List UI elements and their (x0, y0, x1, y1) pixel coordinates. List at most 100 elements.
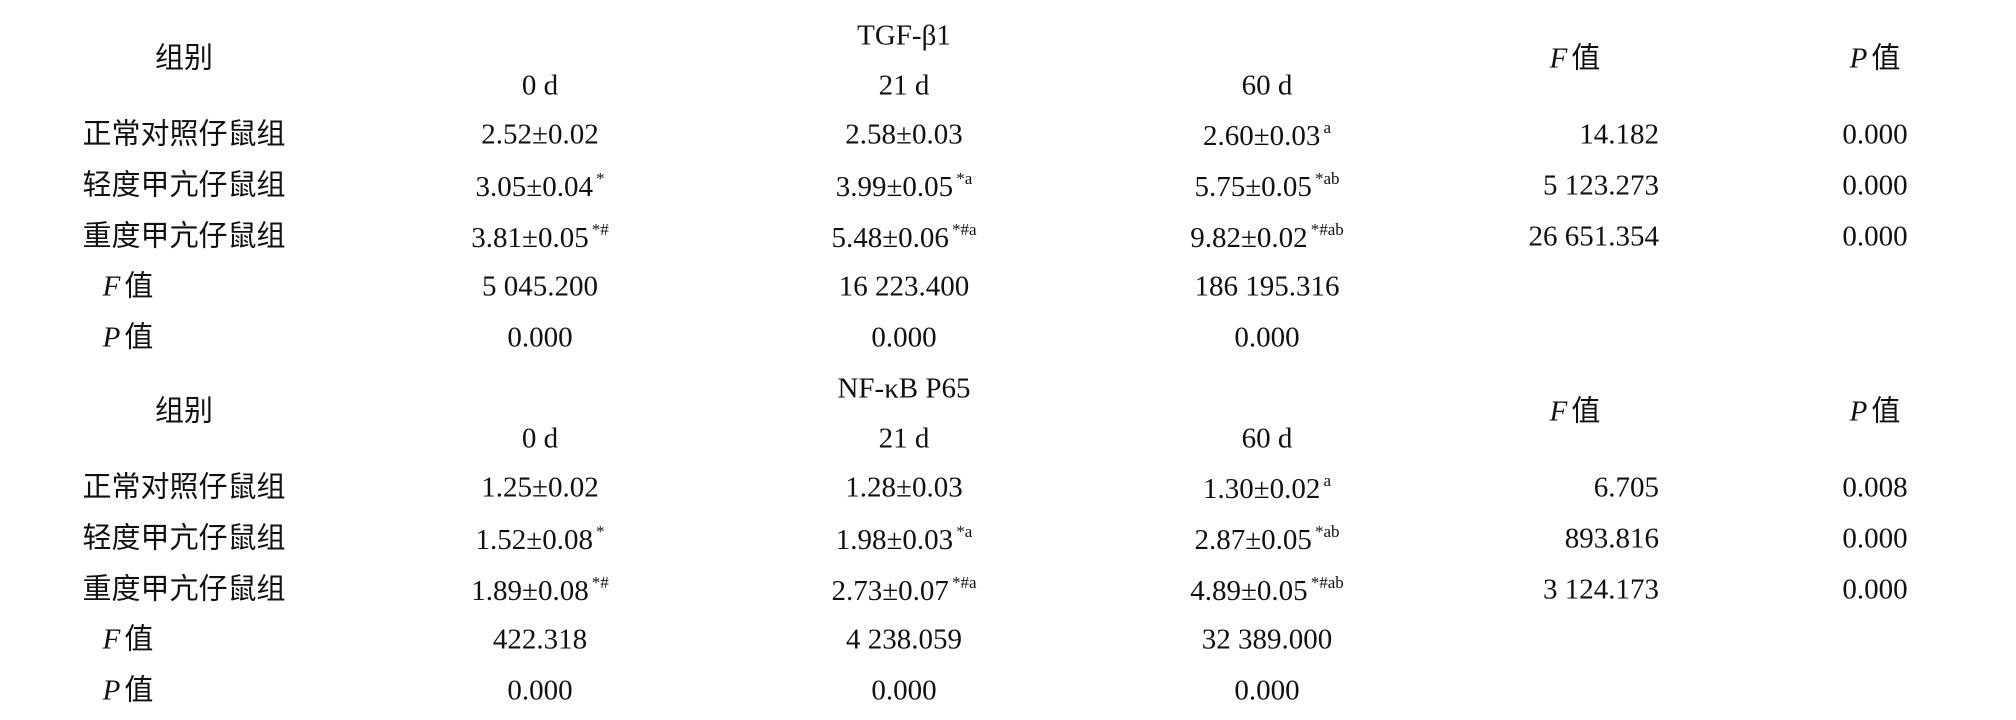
symbol: P (1849, 395, 1868, 428)
group-header: 组别 (154, 395, 214, 428)
symbol: F (1549, 42, 1568, 75)
time-header: 60 d (1241, 422, 1293, 455)
cell-value: 3.81±0.05 (471, 222, 589, 255)
cell-value: 2.58±0.03 (845, 118, 963, 151)
cell-mark: *#a (951, 573, 977, 593)
marker-header: TGF-β1 (857, 19, 951, 52)
p-value: 0.000 (1842, 118, 1908, 151)
suffix: 值 (1571, 395, 1601, 428)
cell-value: 1.98±0.03 (835, 524, 954, 557)
stat-value: 5 045.200 (482, 270, 598, 303)
row-group: 轻度甲亢仔鼠组 (82, 169, 286, 202)
stat-value: 0.000 (1234, 674, 1300, 707)
cell: 2.73±0.07 *#a (832, 574, 977, 606)
p-value: 0.000 (1842, 573, 1908, 606)
cell-value: 2.52±0.02 (481, 118, 599, 151)
cell: 3.99±0.05 *a (836, 170, 972, 202)
suffix: 值 (124, 674, 154, 707)
stat-value: 0.000 (871, 321, 937, 354)
p-value: 0.000 (1842, 169, 1908, 202)
suffix: 值 (124, 623, 154, 656)
cell-value: 5.48±0.06 (831, 222, 949, 255)
cell-value: 1.28±0.03 (845, 471, 963, 504)
cell-mark: a (1323, 471, 1331, 491)
p-value: 0.000 (1842, 522, 1908, 555)
cell: 2.87±0.05 *ab (1195, 523, 1340, 555)
row-group: 正常对照仔鼠组 (82, 118, 286, 151)
cell-mark: *ab (1314, 522, 1340, 542)
row-group: 正常对照仔鼠组 (82, 471, 286, 504)
cell-mark: *# (591, 573, 609, 593)
cell-mark: * (595, 169, 605, 189)
cell-mark: *# (591, 220, 609, 240)
marker-header: NF-κB P65 (837, 372, 971, 405)
symbol: P (102, 321, 121, 354)
time-header: 0 d (521, 69, 559, 102)
stat-value: 186 195.316 (1194, 270, 1340, 303)
cell: 5.75±0.05 *ab (1195, 170, 1340, 202)
cell-value: 3.05±0.04 (475, 171, 593, 204)
stat-value: 4 238.059 (846, 623, 962, 656)
f-value: 5 123.273 (1543, 169, 1659, 202)
p-value: 0.008 (1842, 471, 1908, 504)
cell-mark: a (1323, 118, 1331, 138)
cell: 3.81±0.05 *# (471, 221, 608, 253)
f-value: 893.816 (1564, 522, 1659, 555)
cell-value: 2.87±0.05 (1194, 524, 1312, 557)
f-value: 6.705 (1593, 471, 1659, 504)
stat-value: 0.000 (871, 674, 937, 707)
time-header: 60 d (1241, 69, 1293, 102)
cell-value: 2.60±0.03 (1203, 120, 1321, 153)
cell: 1.52±0.08 * (476, 523, 605, 555)
rule-line (0, 15, 1996, 18)
row-group: 重度甲亢仔鼠组 (82, 573, 286, 606)
cell: 5.48±0.06 *#a (832, 221, 977, 253)
stat-value: 422.318 (492, 623, 588, 656)
cell-value: 9.82±0.02 (1190, 222, 1308, 255)
cell-value: 1.25±0.02 (481, 471, 599, 504)
cell-mark: *#ab (1310, 220, 1344, 240)
cell-value: 2.73±0.07 (831, 575, 949, 608)
cell-mark: *#a (951, 220, 977, 240)
suffix: 值 (1871, 42, 1901, 75)
cell-mark: *a (956, 169, 973, 189)
cell: 1.30±0.02 a (1203, 472, 1331, 504)
cell: 1.25±0.02 (481, 471, 599, 504)
cell: 1.28±0.03 (845, 471, 963, 504)
time-header: 21 d (878, 69, 930, 102)
cell-value: 1.30±0.02 (1203, 473, 1321, 506)
stat-value: 32 389.000 (1201, 623, 1333, 656)
cell: 2.58±0.03 (845, 118, 963, 151)
f-value: 26 651.354 (1528, 220, 1660, 253)
cell-value: 1.89±0.08 (471, 575, 589, 608)
row-group: 重度甲亢仔鼠组 (82, 220, 286, 253)
group-header: 组别 (154, 42, 214, 75)
cell: 2.52±0.02 (481, 118, 599, 151)
cell-value: 1.52±0.08 (475, 524, 593, 557)
cell-mark: *a (956, 522, 973, 542)
cell: 3.05±0.04 * (476, 170, 605, 202)
cell: 1.89±0.08 *# (471, 574, 608, 606)
stat-value: 0.000 (507, 321, 573, 354)
time-header: 21 d (878, 422, 930, 455)
suffix: 值 (124, 270, 154, 303)
p-value: 0.000 (1842, 220, 1908, 253)
time-header: 0 d (521, 422, 559, 455)
cell: 1.98±0.03 *a (836, 523, 972, 555)
stat-value: 16 223.400 (838, 270, 970, 303)
stat-value: 0.000 (507, 674, 573, 707)
row-group: 轻度甲亢仔鼠组 (82, 522, 286, 555)
suffix: 值 (124, 321, 154, 354)
f-value: 14.182 (1579, 118, 1659, 151)
cell-value: 5.75±0.05 (1194, 171, 1312, 204)
cell: 2.60±0.03 a (1203, 119, 1331, 151)
cell-value: 3.99±0.05 (835, 171, 954, 204)
f-value: 3 124.173 (1543, 573, 1659, 606)
